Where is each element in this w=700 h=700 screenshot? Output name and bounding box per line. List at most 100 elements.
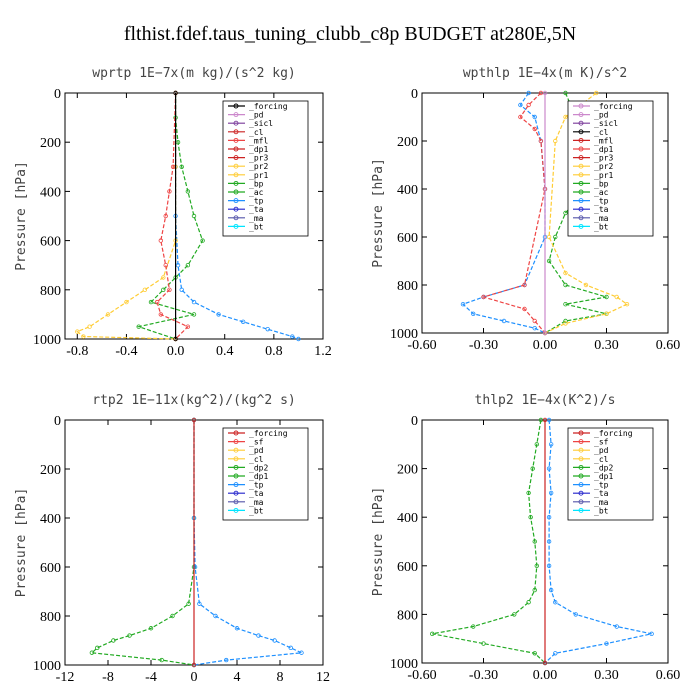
series-point	[191, 417, 197, 423]
y-axis-label: Pressure [hPa]	[14, 161, 29, 271]
legend-marker	[578, 439, 584, 445]
x-tick-label: -12	[56, 670, 75, 685]
legend-entry: _pr2	[594, 162, 613, 171]
series-point	[185, 263, 191, 268]
y-tick-label: 1000	[390, 657, 418, 672]
series-point	[167, 189, 172, 194]
legend-marker	[233, 189, 239, 195]
panel-title: wprtp 1E−7x(m kg)/(s^2 kg)	[92, 66, 296, 81]
legend-entry: _ma	[249, 214, 264, 223]
series-point	[136, 324, 141, 329]
y-axis-label: Pressure [hPa]	[371, 158, 386, 268]
y-tick-label: 400	[40, 512, 61, 527]
x-tick-label: 0.00	[533, 338, 558, 353]
series-point	[563, 210, 568, 216]
legend-entry: _bp	[594, 179, 609, 188]
series-point	[583, 282, 589, 288]
chart-panel: rtp2 1E−11x(kg^2)/(kg^2 s) Pressure [hPa]…	[14, 393, 330, 685]
series-point	[175, 263, 181, 268]
legend-entry: _ma	[249, 498, 264, 507]
chart-panel: thlp2 1E−4x(K^2)/s Pressure [hPa] -0.60 -0.…	[371, 393, 680, 683]
legend-marker	[578, 456, 584, 462]
legend-marker	[233, 473, 239, 479]
legend-marker	[233, 482, 239, 488]
series-point	[528, 515, 533, 520]
series-point	[532, 651, 537, 656]
series-point	[124, 299, 129, 305]
series-point	[167, 287, 172, 292]
x-tick-label: -0.60	[407, 338, 436, 353]
legend-entry: _tp	[594, 197, 609, 206]
series-point	[542, 90, 548, 96]
series-point	[563, 318, 568, 324]
series-point	[265, 326, 270, 332]
legend-marker	[233, 198, 239, 204]
legend-marker	[233, 439, 239, 445]
series-point	[224, 657, 229, 663]
y-tick-label: 600	[397, 231, 418, 246]
y-tick-label: 0	[411, 87, 418, 102]
series-point	[532, 587, 537, 593]
chart-panel: wprtp 1E−7x(m kg)/(s^2 kg) Pressure [hPa]…	[14, 66, 332, 359]
series-line-tp	[544, 419, 652, 664]
series-line-pr1	[76, 93, 177, 340]
series-point	[553, 234, 558, 240]
legend-entry: _sf	[594, 438, 609, 447]
legend-entry: _cl	[249, 128, 264, 137]
legend-marker	[233, 137, 239, 143]
plot-frame	[64, 92, 324, 340]
series-point	[526, 600, 531, 605]
series-point	[563, 302, 568, 307]
series-point	[87, 324, 92, 329]
series-point	[191, 213, 197, 219]
legend-marker	[233, 120, 239, 126]
y-axis-label: Pressure [hPa]	[371, 487, 386, 597]
series-point	[518, 102, 523, 108]
legend-marker	[233, 507, 239, 513]
legend-marker	[578, 430, 584, 436]
series-point	[234, 626, 240, 631]
series-point	[460, 302, 466, 307]
x-tick-label: 0	[191, 670, 198, 685]
y-tick-label: 200	[397, 463, 418, 478]
legend-marker	[578, 112, 584, 118]
y-tick-label: 800	[397, 279, 418, 294]
panel-title: rtp2 1E−11x(kg^2)/(kg^2 s)	[92, 393, 296, 408]
series-point	[542, 660, 548, 666]
series-point	[534, 442, 539, 447]
panel-title: wpthlp 1E−4x(m K)/s^2	[463, 66, 627, 81]
legend-entry: _ma	[594, 498, 609, 507]
series-point	[256, 633, 261, 638]
figure-title: flthist.fdef.taus_tuning_clubb_c8p BUDGE…	[124, 23, 576, 45]
legend-entry: _cl	[594, 128, 609, 137]
legend-entry: _forcing	[249, 429, 288, 438]
series-point	[186, 601, 191, 606]
legend-entry: _dp2	[249, 463, 268, 472]
series-point	[563, 321, 568, 326]
series-point	[161, 287, 166, 292]
chart-panel: wpthlp 1E−4x(m K)/s^2 Pressure [hPa] -0.60…	[371, 66, 680, 353]
series-point	[216, 312, 221, 317]
series-point	[526, 102, 531, 108]
legend-entry: _sicl	[594, 119, 618, 128]
series-point	[299, 650, 304, 655]
series-point	[553, 651, 558, 656]
series-point	[526, 490, 531, 496]
x-tick-label: 12	[316, 670, 330, 685]
x-tick-label: -4	[145, 670, 157, 685]
series-point	[649, 631, 654, 637]
legend-marker	[233, 129, 239, 135]
series-point	[471, 624, 476, 629]
series-point	[594, 90, 599, 96]
legend-entry: _mfl	[249, 136, 268, 145]
legend-marker	[578, 172, 584, 178]
series-point	[546, 234, 552, 240]
series-point	[127, 633, 132, 638]
y-tick-label: 600	[40, 235, 61, 250]
series-point	[163, 263, 168, 268]
legend-entry: _dp1	[249, 472, 268, 481]
legend-marker	[578, 447, 584, 453]
y-tick-label: 600	[397, 560, 418, 575]
legend-entry: _tp	[594, 481, 609, 490]
legend-entry: _pd	[249, 111, 264, 120]
